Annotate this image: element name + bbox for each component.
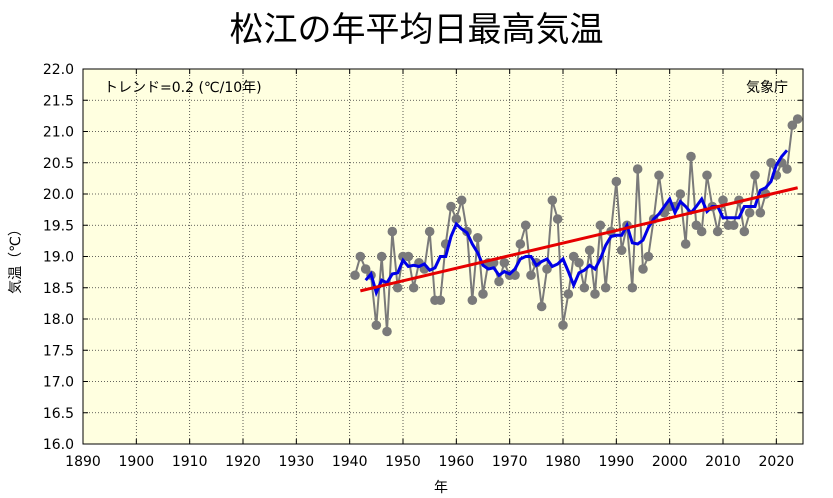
y-tick-label: 20.5 — [43, 156, 74, 172]
y-tick-label: 20.0 — [43, 187, 74, 203]
annual-point — [595, 220, 606, 231]
annual-point — [350, 270, 360, 281]
annual-point — [686, 151, 696, 162]
y-tick-label: 16.5 — [43, 406, 74, 422]
annual-point — [744, 207, 755, 218]
annual-point — [478, 289, 488, 299]
annual-point — [467, 295, 478, 306]
annual-point — [766, 157, 776, 168]
annual-point — [392, 282, 403, 293]
y-tick-label: 19.0 — [43, 250, 74, 266]
annual-point — [456, 195, 467, 206]
annual-point — [750, 170, 760, 181]
y-tick-label: 22.0 — [43, 62, 74, 78]
annual-point — [590, 289, 600, 299]
annual-point — [558, 320, 568, 331]
annual-point — [526, 270, 536, 281]
annual-point — [675, 189, 686, 199]
annual-point — [360, 264, 371, 274]
y-tick-label: 17.5 — [43, 343, 74, 359]
y-tick-label: 17.0 — [43, 375, 74, 391]
annual-point — [696, 226, 707, 237]
x-tick-label: 2000 — [652, 454, 688, 470]
y-tick-label: 16.0 — [43, 437, 74, 453]
x-tick-label: 1900 — [119, 454, 155, 470]
annual-point — [552, 214, 563, 224]
annual-point — [563, 289, 574, 299]
x-axis-label: 年 — [434, 480, 448, 496]
y-axis-label: 気温（℃） — [8, 222, 24, 294]
annual-point — [387, 226, 398, 237]
annual-point — [376, 251, 387, 262]
annual-point — [755, 207, 766, 218]
y-tick-label: 18.0 — [43, 312, 74, 328]
annual-point — [536, 301, 547, 312]
annual-point — [446, 201, 456, 212]
annual-point — [616, 245, 627, 256]
annual-point — [627, 282, 638, 293]
x-tick-label: 1890 — [65, 454, 101, 470]
annual-point — [547, 195, 558, 206]
annual-point — [499, 257, 510, 268]
x-tick-label: 1920 — [225, 454, 261, 470]
annual-point — [792, 114, 803, 124]
annual-point — [579, 282, 590, 293]
annual-point — [584, 245, 595, 256]
annual-point — [782, 164, 792, 174]
x-tick-label: 2020 — [759, 454, 795, 470]
annual-point — [680, 239, 691, 249]
trend-series — [359, 186, 799, 293]
annual-point — [600, 282, 611, 293]
annual-point — [520, 220, 531, 231]
annual-point — [611, 176, 622, 187]
x-tick-label: 1980 — [545, 454, 581, 470]
annual-point — [355, 251, 366, 262]
x-tick-label: 1910 — [172, 454, 208, 470]
x-tick-label: 1950 — [385, 454, 421, 470]
x-tick-label: 1930 — [279, 454, 315, 470]
annual-point — [542, 264, 552, 274]
annual-point — [382, 326, 392, 337]
annual-point — [643, 251, 654, 262]
annual-point — [712, 226, 723, 237]
x-tick-label: 1960 — [439, 454, 475, 470]
annual-point — [515, 239, 526, 249]
annual-point — [632, 164, 643, 174]
x-tick-label: 1970 — [492, 454, 528, 470]
annual-point — [451, 214, 462, 224]
annual-point — [408, 282, 419, 293]
annual-point — [654, 170, 664, 181]
annual-point — [787, 120, 798, 131]
annual-point — [403, 251, 414, 262]
source-label: 気象庁 — [746, 80, 788, 96]
y-tick-label: 19.5 — [43, 218, 74, 234]
x-axis-ticks: 1890 1900 1910 1920 1930 1940 1950 1960 1970 1980… — [65, 69, 794, 470]
annual-point — [574, 257, 584, 268]
y-tick-label: 18.5 — [43, 281, 74, 297]
trend-line — [359, 186, 799, 293]
chart-title: 松江の年平均日最高気温 — [229, 10, 604, 50]
x-tick-label: 1990 — [599, 454, 635, 470]
annual-point — [691, 220, 702, 231]
annual-point — [728, 220, 739, 231]
x-tick-label: 1940 — [332, 454, 368, 470]
y-tick-label: 21.0 — [43, 125, 74, 141]
annual-point — [702, 170, 712, 181]
annual-point — [371, 320, 382, 331]
annual-point — [568, 251, 579, 262]
annual-point — [435, 295, 446, 306]
x-tick-label: 2010 — [705, 454, 741, 470]
y-axis-ticks: 16.0 16.5 17.0 17.5 18.0 18.5 19.0 19.5 20.0 20.5… — [43, 62, 803, 453]
annual-point — [472, 232, 483, 243]
trend-annotation: トレンド=0.2 (℃/10年) — [104, 80, 262, 96]
annual-point — [718, 195, 728, 206]
annual-point — [494, 276, 504, 287]
annual-point — [739, 226, 750, 237]
y-tick-label: 21.5 — [43, 93, 74, 109]
annual-point — [424, 226, 435, 237]
annual-point — [638, 264, 648, 274]
